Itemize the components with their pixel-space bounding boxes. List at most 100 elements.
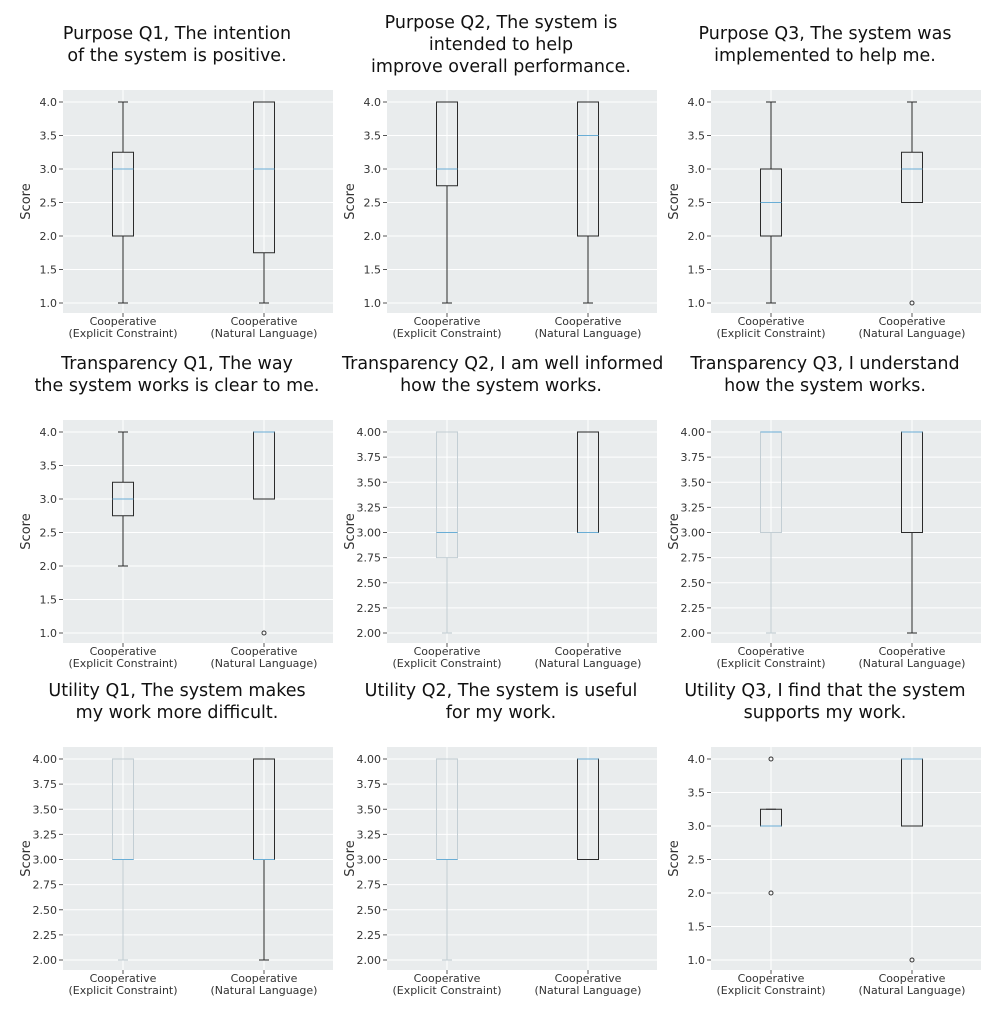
y-axis-label: Score — [19, 840, 34, 876]
chart-title: Utility Q3, I find that the system suppo… — [684, 681, 966, 723]
box-group — [901, 431, 923, 634]
x-tick-label-line2: (Explicit Constraint) — [68, 327, 177, 340]
y-tick-label: 1.5 — [40, 264, 58, 277]
plot-background — [711, 90, 981, 313]
plot-background — [63, 747, 333, 970]
y-tick-label: 3.25 — [357, 501, 382, 514]
y-axis-label: Score — [343, 513, 358, 549]
box-group — [577, 758, 599, 860]
box-group — [436, 431, 458, 634]
y-tick-label: 3.50 — [681, 476, 706, 489]
y-tick-label: 3.0 — [688, 163, 706, 176]
plot-background — [711, 420, 981, 643]
plot-background — [63, 420, 333, 643]
y-tick-label: 3.5 — [688, 787, 706, 800]
iqr-box — [253, 101, 275, 254]
x-tick-label-line1: Cooperative — [90, 315, 157, 328]
box-group — [901, 758, 923, 963]
y-tick-label: 2.0 — [688, 887, 706, 900]
boxplot-svg: 1.01.52.02.53.03.54.0ScoreCooperative(Ex… — [19, 420, 333, 670]
y-tick-label: 3.25 — [357, 828, 382, 841]
y-tick-label: 4.0 — [40, 96, 58, 109]
y-tick-label: 3.5 — [40, 130, 58, 143]
iqr-box — [577, 101, 599, 237]
y-tick-label: 2.00 — [357, 627, 382, 640]
chart-title: Transparency Q2, I am well informed how … — [342, 354, 664, 396]
box-group — [112, 758, 134, 961]
y-axis-label: Score — [19, 183, 34, 219]
y-tick-label: 2.75 — [33, 879, 58, 892]
y-tick-label: 2.5 — [688, 854, 706, 867]
iqr-box — [436, 431, 458, 559]
y-tick-label: 2.75 — [681, 552, 706, 565]
outlier-point — [768, 756, 774, 762]
x-tick-label-line1: Cooperative — [231, 315, 298, 328]
boxplot-panel-9: Utility Q3, I find that the system suppo… — [666, 665, 984, 997]
iqr-box — [436, 101, 458, 187]
x-tick-label-line1: Cooperative — [555, 645, 622, 658]
y-tick-label: 2.25 — [357, 929, 382, 942]
y-tick-label: 2.50 — [681, 577, 706, 590]
y-tick-label: 4.0 — [40, 426, 58, 439]
y-tick-label: 2.0 — [364, 230, 382, 243]
box-group — [577, 431, 599, 533]
y-tick-label: 2.5 — [364, 197, 382, 210]
box-group — [436, 101, 458, 304]
boxplot-panel-8: Utility Q2, The system is useful for my … — [342, 665, 660, 997]
y-tick-label: 1.5 — [688, 921, 706, 934]
y-axis-label: Score — [667, 513, 682, 549]
y-tick-label: 3.5 — [364, 130, 382, 143]
y-axis-label: Score — [667, 183, 682, 219]
y-tick-label: 3.75 — [357, 778, 382, 791]
y-tick-label: 2.5 — [688, 197, 706, 210]
y-tick-label: 2.25 — [357, 602, 382, 615]
x-tick-label-line1: Cooperative — [231, 645, 298, 658]
plot-background — [387, 420, 657, 643]
y-axis-label: Score — [343, 183, 358, 219]
y-tick-label: 2.50 — [357, 904, 382, 917]
x-tick-label-line2: (Natural Language) — [859, 984, 966, 997]
y-tick-label: 3.25 — [33, 828, 58, 841]
chart-title: Purpose Q1, The intention of the system … — [62, 24, 292, 66]
x-tick-label-line2: (Natural Language) — [211, 327, 318, 340]
y-tick-label: 3.50 — [357, 803, 382, 816]
y-tick-label: 3.75 — [33, 778, 58, 791]
boxplot-panel-7: Utility Q1, The system makes my work mor… — [18, 665, 336, 997]
y-tick-label: 2.0 — [688, 230, 706, 243]
outlier-point — [261, 630, 267, 636]
y-tick-label: 4.00 — [357, 426, 382, 439]
x-tick-label-line2: (Explicit Constraint) — [392, 327, 501, 340]
boxplot-svg: 2.00 2.25 2.50 2.75 3.00 3.25 3.50 3.75 4.00 Scor… — [19, 747, 333, 997]
x-tick-label-line2: (Natural Language) — [535, 327, 642, 340]
y-axis-label: Score — [667, 840, 682, 876]
boxplot-panel-2: Purpose Q2, The system is intended to he… — [342, 8, 660, 340]
y-tick-label: 2.0 — [40, 560, 58, 573]
boxplot-svg: 1.01.52.02.53.03.54.0ScoreCooperative(Ex… — [19, 90, 333, 340]
x-tick-label-line2: (Explicit Constraint) — [392, 984, 501, 997]
x-tick-label-line2: (Explicit Constraint) — [716, 657, 825, 670]
y-tick-label: 2.5 — [40, 527, 58, 540]
x-tick-label-line2: (Natural Language) — [535, 657, 642, 670]
x-tick-label-line1: Cooperative — [555, 315, 622, 328]
box-group — [112, 101, 134, 304]
x-tick-label-line2: (Natural Language) — [535, 984, 642, 997]
x-tick-label-line1: Cooperative — [414, 315, 481, 328]
boxplot-svg: 1.01.52.02.53.03.54.0ScoreCooperative(Ex… — [667, 747, 981, 997]
y-tick-label: 1.0 — [364, 297, 382, 310]
y-tick-label: 4.00 — [681, 426, 706, 439]
y-tick-label: 1.5 — [688, 264, 706, 277]
y-tick-label: 3.00 — [357, 854, 382, 867]
y-tick-label: 4.00 — [33, 753, 58, 766]
chart-title: Utility Q2, The system is useful for my … — [364, 681, 638, 723]
outlier-point — [768, 890, 774, 896]
y-axis-label: Score — [19, 513, 34, 549]
plot-background — [711, 747, 981, 970]
x-tick-label-line1: Cooperative — [879, 315, 946, 328]
y-tick-label: 2.75 — [357, 879, 382, 892]
x-tick-label-line1: Cooperative — [414, 645, 481, 658]
y-tick-label: 3.5 — [688, 130, 706, 143]
y-tick-label: 3.50 — [357, 476, 382, 489]
x-tick-label-line1: Cooperative — [879, 972, 946, 985]
box-group — [760, 101, 782, 304]
